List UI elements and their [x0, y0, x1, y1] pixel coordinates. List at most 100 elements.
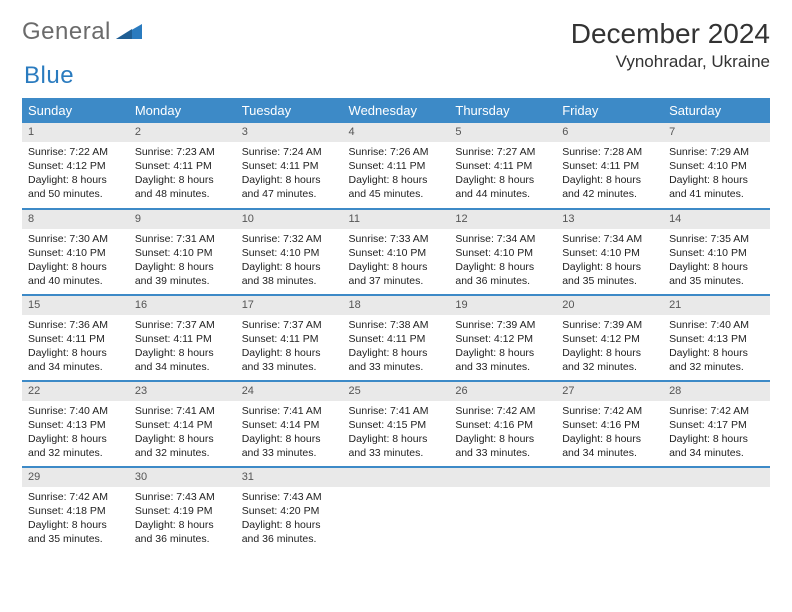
day-details: Sunrise: 7:27 AMSunset: 4:11 PMDaylight:…: [449, 142, 556, 206]
daylight-text: Daylight: 8 hours: [349, 346, 444, 360]
month-title: December 2024: [571, 18, 770, 50]
sunset-text: Sunset: 4:12 PM: [455, 332, 550, 346]
day-details: Sunrise: 7:43 AMSunset: 4:20 PMDaylight:…: [236, 487, 343, 551]
sunset-text: Sunset: 4:10 PM: [669, 159, 764, 173]
daylight-text: and 32 minutes.: [562, 360, 657, 374]
sunset-text: Sunset: 4:14 PM: [135, 418, 230, 432]
calendar-day-cell: [556, 467, 663, 553]
day-number-empty: [556, 468, 663, 487]
day-number: 23: [129, 382, 236, 401]
weekday-header: Tuesday: [236, 98, 343, 123]
daylight-text: Daylight: 8 hours: [349, 432, 444, 446]
sunset-text: Sunset: 4:11 PM: [349, 159, 444, 173]
calendar-day-cell: 18Sunrise: 7:38 AMSunset: 4:11 PMDayligh…: [343, 295, 450, 381]
day-number: 8: [22, 210, 129, 229]
daylight-text: and 33 minutes.: [455, 446, 550, 460]
daylight-text: Daylight: 8 hours: [135, 173, 230, 187]
calendar-day-cell: 1Sunrise: 7:22 AMSunset: 4:12 PMDaylight…: [22, 123, 129, 209]
daylight-text: and 50 minutes.: [28, 187, 123, 201]
day-details: Sunrise: 7:36 AMSunset: 4:11 PMDaylight:…: [22, 315, 129, 379]
day-details: Sunrise: 7:41 AMSunset: 4:14 PMDaylight:…: [129, 401, 236, 465]
daylight-text: and 39 minutes.: [135, 274, 230, 288]
daylight-text: Daylight: 8 hours: [135, 432, 230, 446]
sunset-text: Sunset: 4:12 PM: [28, 159, 123, 173]
calendar-day-cell: 14Sunrise: 7:35 AMSunset: 4:10 PMDayligh…: [663, 209, 770, 295]
calendar-table: Sunday Monday Tuesday Wednesday Thursday…: [22, 98, 770, 553]
sunrise-text: Sunrise: 7:29 AM: [669, 145, 764, 159]
day-details: Sunrise: 7:23 AMSunset: 4:11 PMDaylight:…: [129, 142, 236, 206]
daylight-text: Daylight: 8 hours: [135, 518, 230, 532]
sunrise-text: Sunrise: 7:40 AM: [669, 318, 764, 332]
sunset-text: Sunset: 4:10 PM: [349, 246, 444, 260]
brand-logo: General: [22, 18, 144, 46]
daylight-text: Daylight: 8 hours: [669, 260, 764, 274]
sunrise-text: Sunrise: 7:41 AM: [349, 404, 444, 418]
day-details: Sunrise: 7:32 AMSunset: 4:10 PMDaylight:…: [236, 229, 343, 293]
weekday-header: Monday: [129, 98, 236, 123]
day-number-empty: [343, 468, 450, 487]
location-label: Vynohradar, Ukraine: [571, 52, 770, 72]
day-details: Sunrise: 7:34 AMSunset: 4:10 PMDaylight:…: [449, 229, 556, 293]
day-number: 30: [129, 468, 236, 487]
sunrise-text: Sunrise: 7:43 AM: [242, 490, 337, 504]
weekday-header-row: Sunday Monday Tuesday Wednesday Thursday…: [22, 98, 770, 123]
calendar-day-cell: 22Sunrise: 7:40 AMSunset: 4:13 PMDayligh…: [22, 381, 129, 467]
sunrise-text: Sunrise: 7:26 AM: [349, 145, 444, 159]
sunset-text: Sunset: 4:16 PM: [562, 418, 657, 432]
daylight-text: and 38 minutes.: [242, 274, 337, 288]
sunset-text: Sunset: 4:12 PM: [562, 332, 657, 346]
sunset-text: Sunset: 4:11 PM: [135, 159, 230, 173]
day-number: 11: [343, 210, 450, 229]
daylight-text: Daylight: 8 hours: [562, 260, 657, 274]
calendar-day-cell: 8Sunrise: 7:30 AMSunset: 4:10 PMDaylight…: [22, 209, 129, 295]
daylight-text: Daylight: 8 hours: [242, 518, 337, 532]
weekday-header: Sunday: [22, 98, 129, 123]
sunrise-text: Sunrise: 7:33 AM: [349, 232, 444, 246]
daylight-text: and 45 minutes.: [349, 187, 444, 201]
calendar-week-row: 15Sunrise: 7:36 AMSunset: 4:11 PMDayligh…: [22, 295, 770, 381]
sunrise-text: Sunrise: 7:39 AM: [562, 318, 657, 332]
sunset-text: Sunset: 4:13 PM: [669, 332, 764, 346]
day-number: 4: [343, 123, 450, 142]
daylight-text: Daylight: 8 hours: [562, 432, 657, 446]
daylight-text: Daylight: 8 hours: [349, 260, 444, 274]
sunset-text: Sunset: 4:17 PM: [669, 418, 764, 432]
daylight-text: Daylight: 8 hours: [242, 346, 337, 360]
sunrise-text: Sunrise: 7:41 AM: [242, 404, 337, 418]
daylight-text: Daylight: 8 hours: [135, 346, 230, 360]
daylight-text: Daylight: 8 hours: [242, 173, 337, 187]
sunrise-text: Sunrise: 7:37 AM: [242, 318, 337, 332]
brand-triangle-icon: [116, 21, 142, 44]
daylight-text: Daylight: 8 hours: [669, 173, 764, 187]
sunrise-text: Sunrise: 7:31 AM: [135, 232, 230, 246]
sunrise-text: Sunrise: 7:28 AM: [562, 145, 657, 159]
day-details: Sunrise: 7:40 AMSunset: 4:13 PMDaylight:…: [22, 401, 129, 465]
daylight-text: and 47 minutes.: [242, 187, 337, 201]
sunset-text: Sunset: 4:15 PM: [349, 418, 444, 432]
day-details: Sunrise: 7:42 AMSunset: 4:18 PMDaylight:…: [22, 487, 129, 551]
day-number: 28: [663, 382, 770, 401]
day-number: 22: [22, 382, 129, 401]
calendar-day-cell: 7Sunrise: 7:29 AMSunset: 4:10 PMDaylight…: [663, 123, 770, 209]
daylight-text: and 33 minutes.: [242, 446, 337, 460]
day-details: Sunrise: 7:35 AMSunset: 4:10 PMDaylight:…: [663, 229, 770, 293]
sunset-text: Sunset: 4:10 PM: [28, 246, 123, 260]
daylight-text: and 35 minutes.: [669, 274, 764, 288]
daylight-text: Daylight: 8 hours: [455, 173, 550, 187]
day-details: Sunrise: 7:37 AMSunset: 4:11 PMDaylight:…: [236, 315, 343, 379]
day-details: Sunrise: 7:40 AMSunset: 4:13 PMDaylight:…: [663, 315, 770, 379]
daylight-text: Daylight: 8 hours: [349, 173, 444, 187]
sunrise-text: Sunrise: 7:42 AM: [562, 404, 657, 418]
sunrise-text: Sunrise: 7:43 AM: [135, 490, 230, 504]
sunrise-text: Sunrise: 7:23 AM: [135, 145, 230, 159]
sunrise-text: Sunrise: 7:37 AM: [135, 318, 230, 332]
day-number-empty: [663, 468, 770, 487]
day-number: 3: [236, 123, 343, 142]
calendar-day-cell: 13Sunrise: 7:34 AMSunset: 4:10 PMDayligh…: [556, 209, 663, 295]
sunrise-text: Sunrise: 7:39 AM: [455, 318, 550, 332]
day-number: 13: [556, 210, 663, 229]
day-number: 18: [343, 296, 450, 315]
daylight-text: Daylight: 8 hours: [28, 518, 123, 532]
day-number: 19: [449, 296, 556, 315]
daylight-text: Daylight: 8 hours: [242, 432, 337, 446]
